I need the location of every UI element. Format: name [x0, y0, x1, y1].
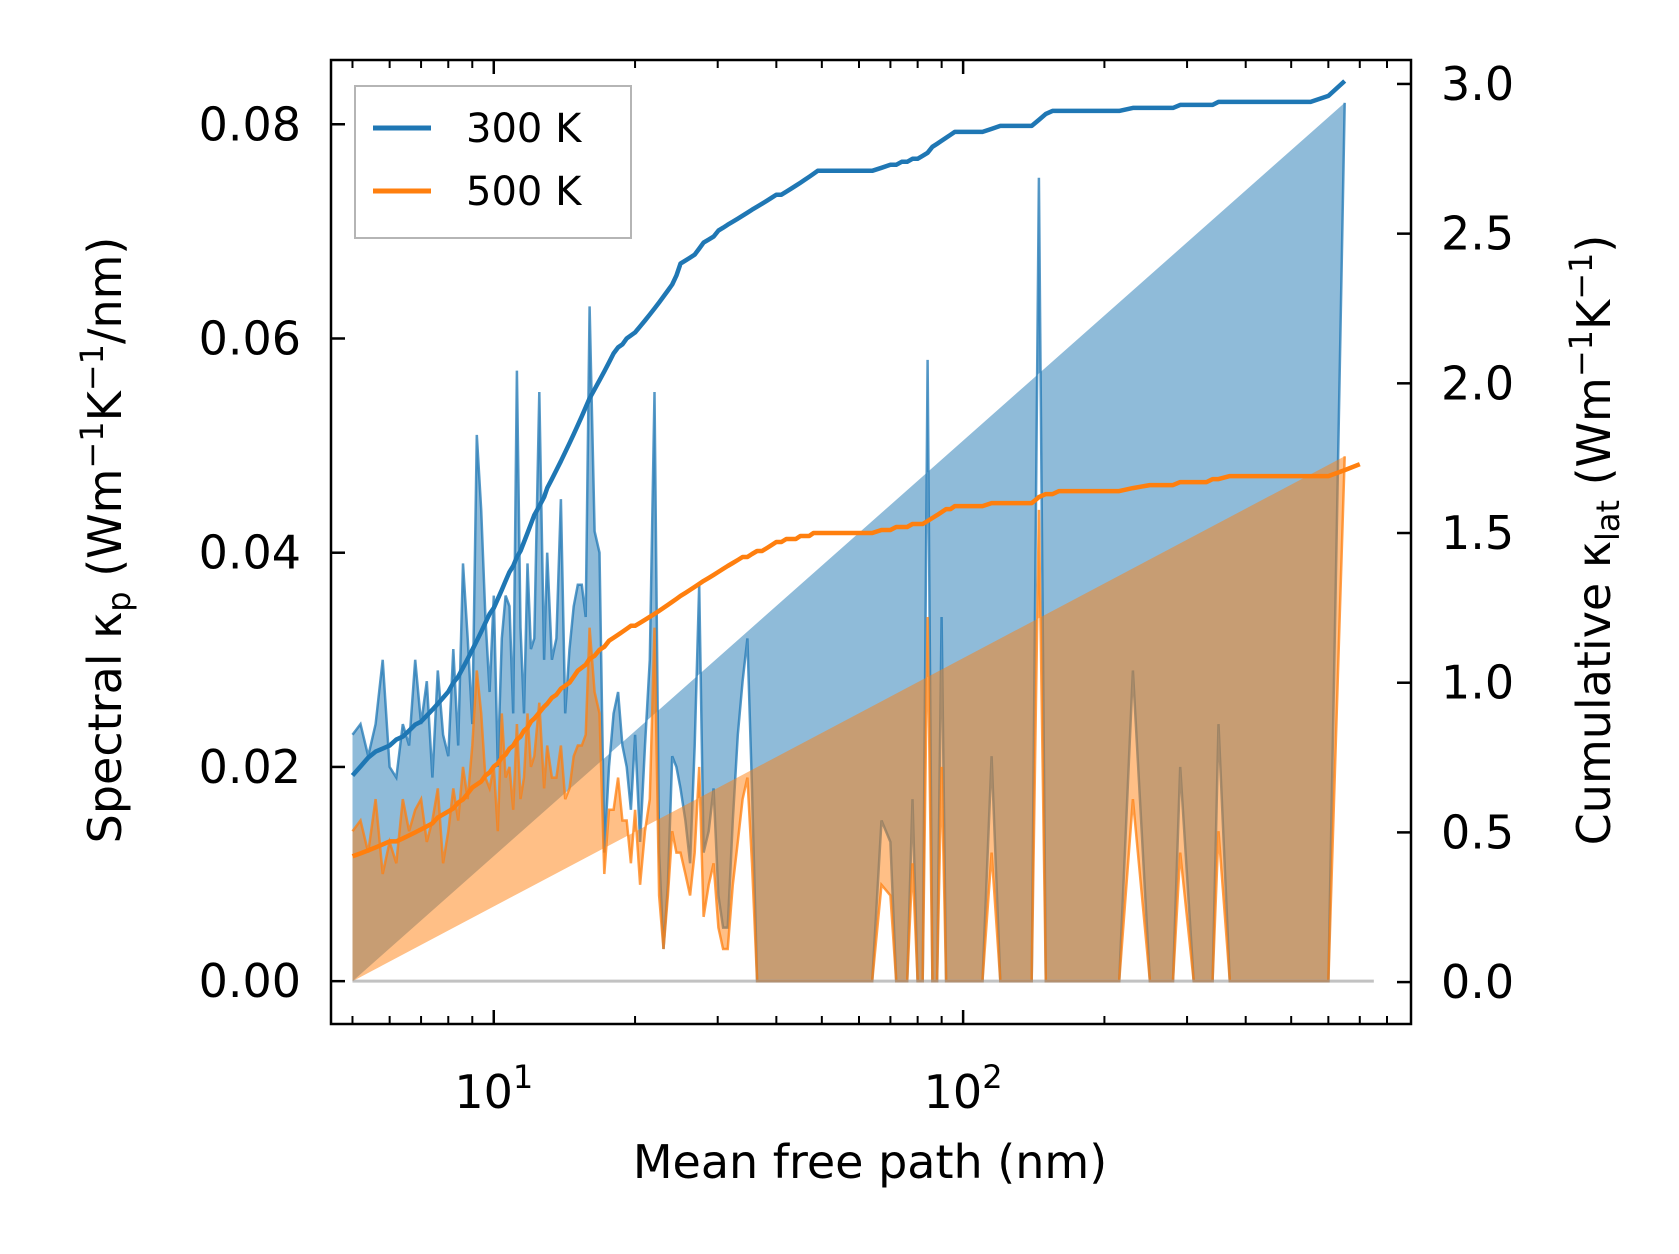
- legend-label-500k: 500 K: [466, 169, 583, 215]
- spectral-area-500k: [352, 456, 1345, 982]
- line-layer: [350, 79, 1374, 983]
- x-axis-title: Mean free path (nm): [633, 1135, 1107, 1189]
- legend-label-300k: 300 K: [466, 106, 583, 152]
- spectral-fill-layer: [351, 102, 1346, 983]
- cumulative-line-300k: [350, 79, 1347, 777]
- plot-frame: [329, 58, 1413, 1026]
- y-tick-label-right: 2.0: [1441, 356, 1514, 410]
- y-axis-title-right: Cumulative κlat (Wm−1K−1): [1562, 235, 1627, 846]
- cumulative-line-500k: [351, 462, 1361, 859]
- y-tick-label-left: 0.08: [199, 97, 301, 151]
- y-tick-label-right: 1.0: [1441, 656, 1514, 710]
- y-tick-label-right: 3.0: [1441, 57, 1514, 111]
- x-tick-label: 102: [924, 1058, 1003, 1119]
- y-tick-label-right: 0.5: [1441, 805, 1514, 859]
- axes-layer: 0.00 0.02 0.04 0.06 0.08 0.0 0.5 1.0 1.5 2.0 2.5 3.…: [199, 57, 1515, 1119]
- y-tick-label-left: 0.02: [199, 740, 301, 794]
- y-tick-label-right: 1.5: [1441, 506, 1514, 560]
- y-tick-label-right: 2.5: [1441, 207, 1514, 261]
- y-tick-label-left: 0.00: [199, 954, 301, 1008]
- legend: 300 K 500 K: [354, 85, 632, 239]
- y-tick-label-left: 0.04: [199, 526, 301, 580]
- y-tick-label-left: 0.06: [199, 311, 301, 365]
- x-tick-label: 101: [454, 1058, 533, 1119]
- legend-frame: [354, 85, 632, 239]
- y-tick-label-right: 0.0: [1441, 955, 1514, 1009]
- y-axis-title-left: Spectral κp (Wm−1K−1/nm): [73, 237, 138, 844]
